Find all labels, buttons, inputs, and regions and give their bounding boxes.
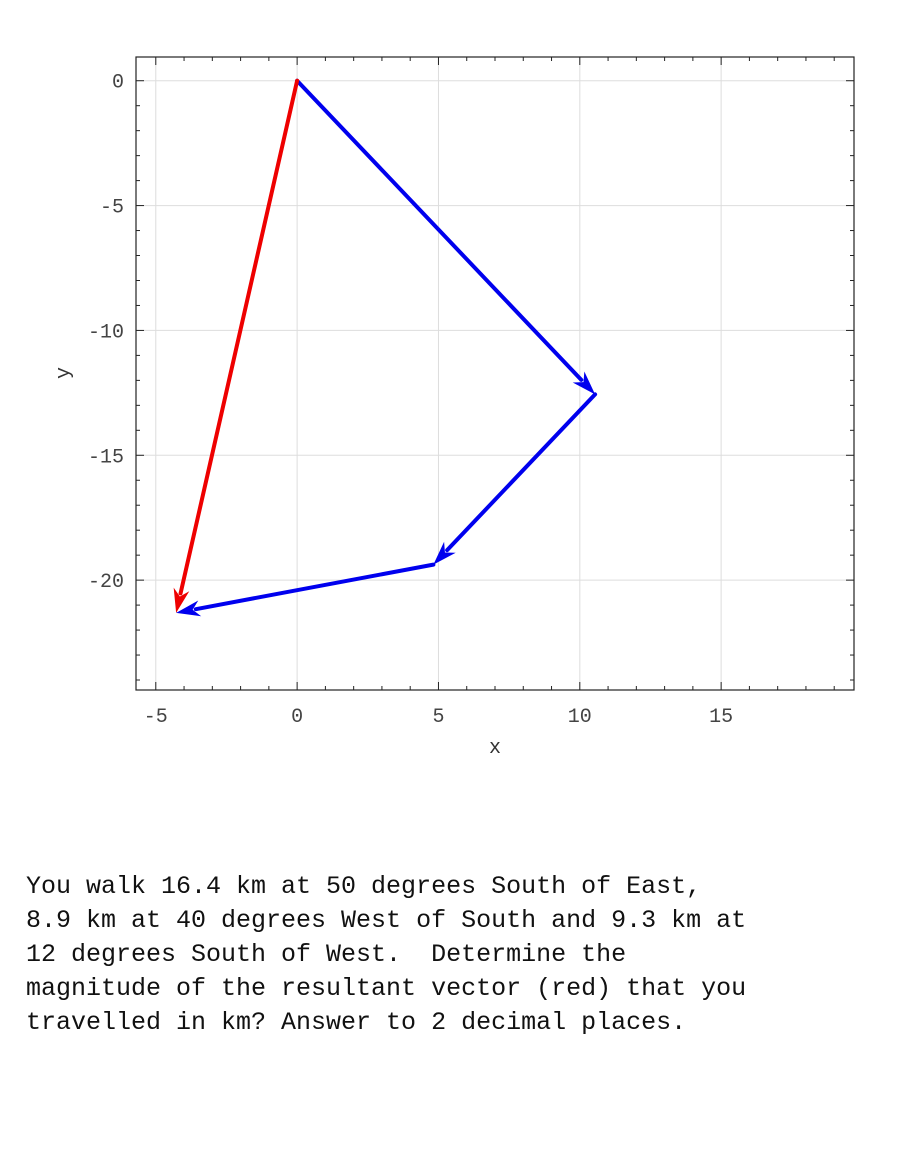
- vector-shaft: [178, 78, 300, 596]
- question-line: You walk 16.4 km at 50 degrees South of …: [26, 872, 702, 901]
- x-tick-label: 5: [432, 706, 444, 729]
- displacement-vector-3: [176, 562, 436, 617]
- vector-arrowhead: [173, 587, 190, 613]
- displacement-vector-1: [295, 78, 596, 395]
- vector-shaft: [445, 392, 598, 553]
- x-tick-label: 0: [291, 706, 303, 729]
- y-tick-labels: 0 -5 -10 -15 -20: [88, 72, 124, 594]
- vectors-layer: [173, 78, 598, 617]
- y-tick-label: -5: [100, 197, 124, 220]
- y-axis-label: y: [53, 367, 76, 379]
- axis-ticks: [136, 57, 854, 690]
- x-tick-label: 10: [568, 706, 592, 729]
- question-text: You walk 16.4 km at 50 degrees South of …: [26, 870, 886, 1040]
- y-tick-label: -20: [88, 571, 124, 594]
- x-tick-label: 15: [709, 706, 733, 729]
- vector-arrowhead: [572, 371, 596, 395]
- vector-arrowhead: [176, 600, 202, 617]
- vector-shaft: [193, 562, 436, 612]
- question-line: magnitude of the resultant vector (red) …: [26, 974, 747, 1003]
- y-tick-label: 0: [112, 72, 124, 95]
- x-tick-labels: -5 0 5 10 15: [144, 706, 733, 729]
- x-tick-label: -5: [144, 706, 168, 729]
- question-line: travelled in km? Answer to 2 decimal pla…: [26, 1008, 687, 1037]
- vector-shaft: [295, 78, 584, 382]
- resultant-vector: [173, 78, 300, 613]
- question-line: 12 degrees South of West. Determine the: [26, 940, 627, 969]
- vector-plot: -5 0 5 10 15 0 -5 -10 -15 -20 x y: [53, 56, 855, 760]
- grid-lines: [136, 57, 854, 690]
- plot-frame: [135, 56, 855, 691]
- question-line: 8.9 km at 40 degrees West of South and 9…: [26, 906, 747, 935]
- vector-arrowhead: [433, 541, 456, 565]
- y-tick-label: -15: [88, 446, 124, 469]
- y-tick-label: -10: [88, 321, 124, 344]
- displacement-vector-2: [433, 392, 598, 565]
- x-axis-label: x: [489, 737, 501, 760]
